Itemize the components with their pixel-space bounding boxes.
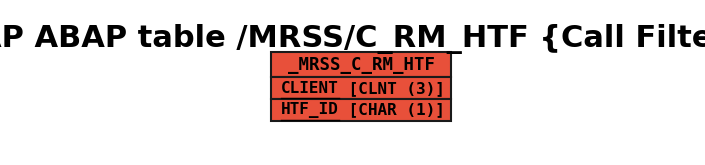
Bar xyxy=(271,99,451,121)
Text: CLIENT: CLIENT xyxy=(281,81,338,96)
Text: _MRSS_C_RM_HTF: _MRSS_C_RM_HTF xyxy=(288,55,435,74)
Text: [CLNT (3)]: [CLNT (3)] xyxy=(338,81,445,96)
Text: HTF_ID: HTF_ID xyxy=(281,102,338,118)
Text: SAP ABAP table /MRSS/C_RM_HTF {Call Filters}: SAP ABAP table /MRSS/C_RM_HTF {Call Filt… xyxy=(0,24,705,54)
Text: [CHAR (1)]: [CHAR (1)] xyxy=(338,102,445,117)
Bar xyxy=(271,52,451,78)
Bar xyxy=(271,78,451,99)
